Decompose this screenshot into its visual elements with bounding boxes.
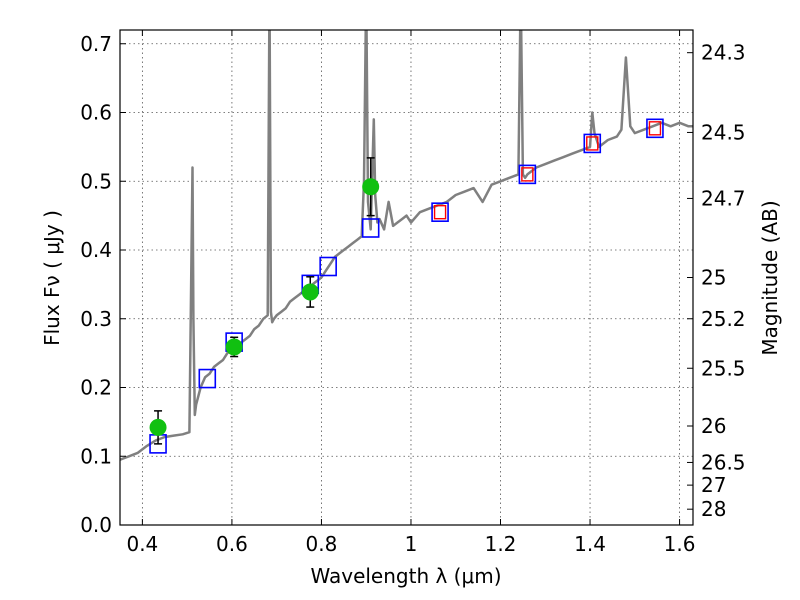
right-axis-label: Magnitude (AB) (758, 200, 782, 355)
plot-border (119, 29, 694, 526)
photometry-point-2 (301, 283, 319, 301)
x-tick-label-1: 0.6 (216, 532, 248, 556)
right-tick-label-4: 25.2 (701, 307, 746, 331)
model-box-4 (319, 256, 337, 277)
y-tick-label-2: 0.2 (80, 376, 112, 400)
right-tick-label-5: 25.5 (701, 356, 746, 380)
model-box-inner-7 (521, 167, 534, 182)
x-tick-label-4: 1.2 (485, 532, 517, 556)
right-tick-label-7: 26.5 (701, 450, 746, 474)
y-tick-label-3: 0.3 (80, 307, 112, 331)
model-box-1 (198, 368, 217, 389)
y-axis-label: Flux Fν ( μJy ) (40, 210, 64, 346)
y-axis-ticks: 0.0 0.1 0.2 0.3 0.4 0.5 0.6 0.7 (80, 32, 126, 537)
y-tick-label-4: 0.4 (80, 238, 112, 262)
x-axis-ticks: 0.4 0.6 0.8 1 1.2 1.4 1.6 (126, 30, 695, 556)
x-tick-label-3: 1 (405, 532, 418, 556)
right-tick-label-3: 25 (701, 266, 726, 290)
spectrum-line (120, 30, 693, 461)
x-axis-label: Wavelength λ (μm) (310, 564, 501, 588)
right-tick-label-8: 27 (701, 473, 726, 497)
y-tick-label-6: 0.6 (80, 101, 112, 125)
model-box-series (149, 118, 664, 454)
model-box-6 (431, 202, 449, 222)
x-tick-label-0: 0.4 (126, 532, 158, 556)
right-tick-label-0: 24.3 (701, 41, 746, 65)
model-box-7 (518, 164, 537, 185)
y-tick-label-0: 0.0 (80, 513, 112, 537)
model-box-inner-6 (433, 204, 447, 220)
gridlines (120, 30, 693, 526)
model-box-inner-8 (586, 136, 599, 151)
x-tick-label-6: 1.6 (664, 532, 696, 556)
right-tick-label-6: 26 (701, 414, 726, 438)
x-tick-label-2: 0.8 (306, 532, 338, 556)
x-tick-label-5: 1.4 (574, 532, 606, 556)
right-tick-label-1: 24.5 (701, 120, 746, 144)
right-tick-label-9: 28 (701, 497, 726, 521)
y-tick-label-5: 0.5 (80, 169, 112, 193)
photometry-series (149, 157, 380, 445)
y-tick-label-1: 0.1 (80, 444, 112, 468)
spectrum-series (120, 30, 693, 461)
model-box-8 (583, 133, 602, 154)
plot-frame (119, 29, 694, 526)
model-box-inner-9 (648, 121, 662, 136)
model-box-9 (646, 118, 664, 139)
model-box-5 (361, 218, 380, 238)
photometry-point-1 (225, 338, 243, 356)
right-tick-label-2: 24.7 (701, 186, 746, 210)
photometry-point-0 (149, 418, 167, 436)
y-tick-label-7: 0.7 (80, 32, 112, 56)
photometry-point-3 (362, 178, 380, 196)
